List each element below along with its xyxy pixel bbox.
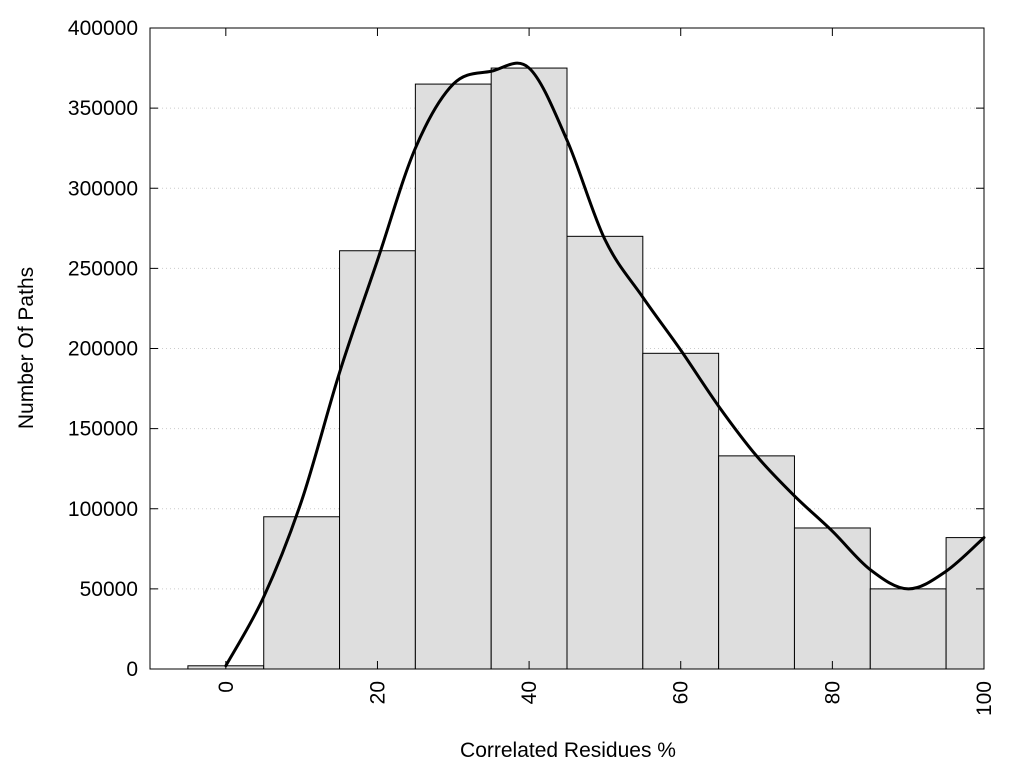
histogram-bar [490, 67, 568, 670]
y-tick-label: 50000 [80, 578, 138, 601]
y-axis-ticks: 0 50000 100000 150000 200000 250000 300000 3500… [68, 17, 984, 681]
x-axis-ticks: 0 20 40 60 80 100 [215, 28, 996, 716]
y-tick-label: 400000 [68, 17, 138, 40]
density-curve-group [224, 61, 986, 668]
histogram-bar [793, 527, 871, 670]
histogram-bars [187, 67, 985, 670]
histogram-bar [566, 235, 644, 670]
histogram-bar [642, 352, 720, 670]
histogram-bar [945, 537, 985, 670]
x-tick-label: 40 [518, 681, 541, 704]
x-tick-label: 60 [670, 681, 693, 704]
y-tick-label: 350000 [68, 97, 138, 120]
y-tick-label: 300000 [68, 177, 138, 200]
y-axis-label: Number Of Paths [15, 267, 38, 429]
histogram-bar [414, 83, 492, 670]
histogram-bar [339, 250, 416, 670]
y-tick-label: 100000 [68, 498, 138, 521]
density-curve [224, 61, 986, 668]
y-tick-label: 250000 [68, 257, 138, 280]
histogram-bar [869, 588, 947, 670]
x-axis-label: Correlated Residues % [460, 739, 676, 762]
histogram-bar [718, 455, 795, 670]
x-tick-label: 80 [821, 681, 844, 704]
y-tick-label: 0 [126, 658, 138, 681]
x-tick-label: 20 [366, 681, 389, 704]
x-tick-label: 100 [973, 681, 996, 716]
histogram-bar [263, 516, 341, 670]
x-tick-label: 0 [215, 681, 238, 693]
y-tick-label: 200000 [68, 338, 138, 361]
y-tick-label: 150000 [68, 418, 138, 441]
